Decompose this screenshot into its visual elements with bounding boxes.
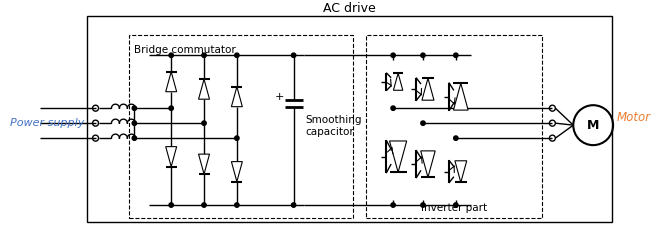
Polygon shape: [453, 83, 468, 110]
Circle shape: [453, 203, 458, 207]
Polygon shape: [455, 161, 467, 182]
Polygon shape: [166, 72, 177, 92]
Circle shape: [235, 53, 239, 57]
Circle shape: [453, 136, 458, 140]
Circle shape: [169, 53, 174, 57]
Text: Bridge commutator: Bridge commutator: [135, 45, 236, 55]
Circle shape: [292, 203, 296, 207]
Bar: [129, 35, 353, 218]
Circle shape: [169, 203, 174, 207]
Text: Power supply: Power supply: [10, 118, 84, 128]
Circle shape: [391, 53, 395, 57]
Bar: [366, 35, 543, 218]
Circle shape: [235, 203, 239, 207]
Text: Smoothing
capacitor: Smoothing capacitor: [306, 115, 362, 137]
Polygon shape: [199, 154, 209, 174]
Circle shape: [169, 106, 174, 110]
Circle shape: [202, 203, 206, 207]
Text: +: +: [275, 92, 284, 102]
Text: Motor: Motor: [617, 111, 651, 124]
Polygon shape: [420, 151, 435, 177]
Circle shape: [453, 53, 458, 57]
Circle shape: [421, 53, 425, 57]
Circle shape: [132, 106, 137, 110]
Polygon shape: [389, 141, 407, 172]
Circle shape: [132, 121, 137, 125]
Polygon shape: [232, 162, 242, 181]
Circle shape: [202, 53, 206, 57]
Polygon shape: [166, 147, 177, 167]
Circle shape: [202, 121, 206, 125]
Text: M: M: [587, 119, 599, 132]
Polygon shape: [422, 78, 434, 100]
Circle shape: [292, 53, 296, 57]
Polygon shape: [393, 73, 403, 90]
Text: Inverter part: Inverter part: [421, 203, 487, 213]
Polygon shape: [199, 79, 209, 99]
Polygon shape: [232, 87, 242, 107]
Circle shape: [391, 106, 395, 110]
Circle shape: [421, 121, 425, 125]
Text: AC drive: AC drive: [323, 2, 376, 15]
Circle shape: [391, 203, 395, 207]
Bar: [86, 16, 612, 222]
Circle shape: [132, 136, 137, 140]
Circle shape: [421, 203, 425, 207]
Circle shape: [235, 136, 239, 140]
